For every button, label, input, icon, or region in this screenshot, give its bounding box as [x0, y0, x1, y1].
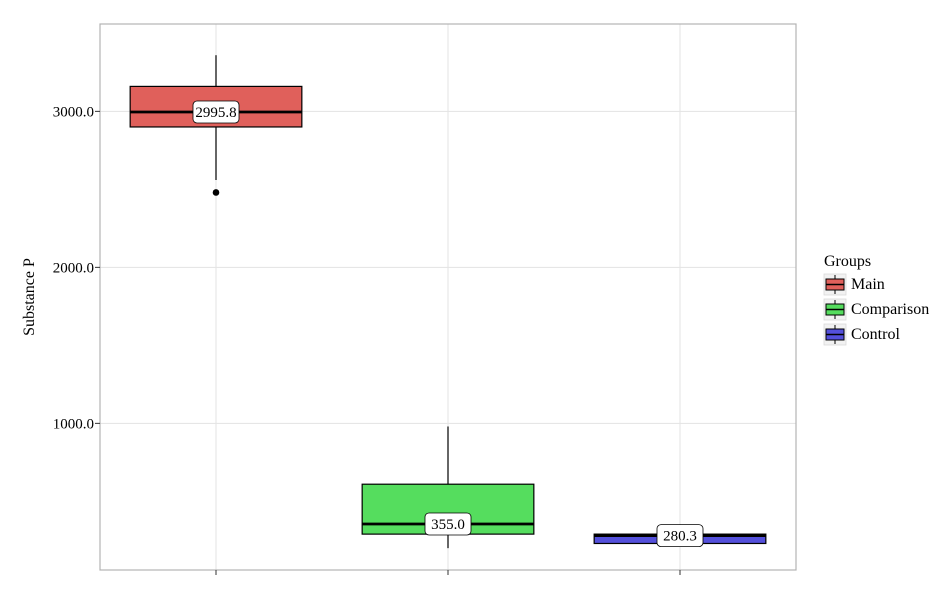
median-label: 2995.8: [195, 105, 236, 121]
y-tick-label: 2000.0: [53, 260, 94, 276]
y-tick-label: 1000.0: [53, 416, 94, 432]
median-label: 355.0: [431, 517, 465, 533]
median-label-box: [424, 512, 472, 536]
box-comparison: 355.0: [361, 426, 535, 549]
legend-title: Groups: [824, 253, 871, 270]
legend-label: Control: [851, 326, 900, 343]
legend-label: Comparison: [851, 301, 929, 318]
legend-label: Main: [851, 276, 885, 293]
median-label: 280.3: [663, 529, 697, 545]
box-control: 280.3: [593, 524, 767, 548]
legend-item-main: Main: [823, 273, 885, 296]
median-label-box: [192, 100, 240, 124]
y-axis-title: Substance P: [21, 258, 38, 336]
y-tick-label: 3000.0: [53, 104, 94, 120]
legend-item-control: Control: [823, 323, 900, 346]
axes: 1000.0 2000.0 3000.0: [53, 104, 681, 575]
legend: Groups Main Comparison Control: [823, 253, 929, 346]
outlier-point: [212, 189, 220, 196]
median-label-box: [656, 524, 704, 548]
boxes: 2995.8 355.0 280.3: [129, 55, 767, 549]
box-main: 2995.8: [129, 55, 303, 196]
legend-item-comparison: Comparison: [823, 298, 929, 321]
